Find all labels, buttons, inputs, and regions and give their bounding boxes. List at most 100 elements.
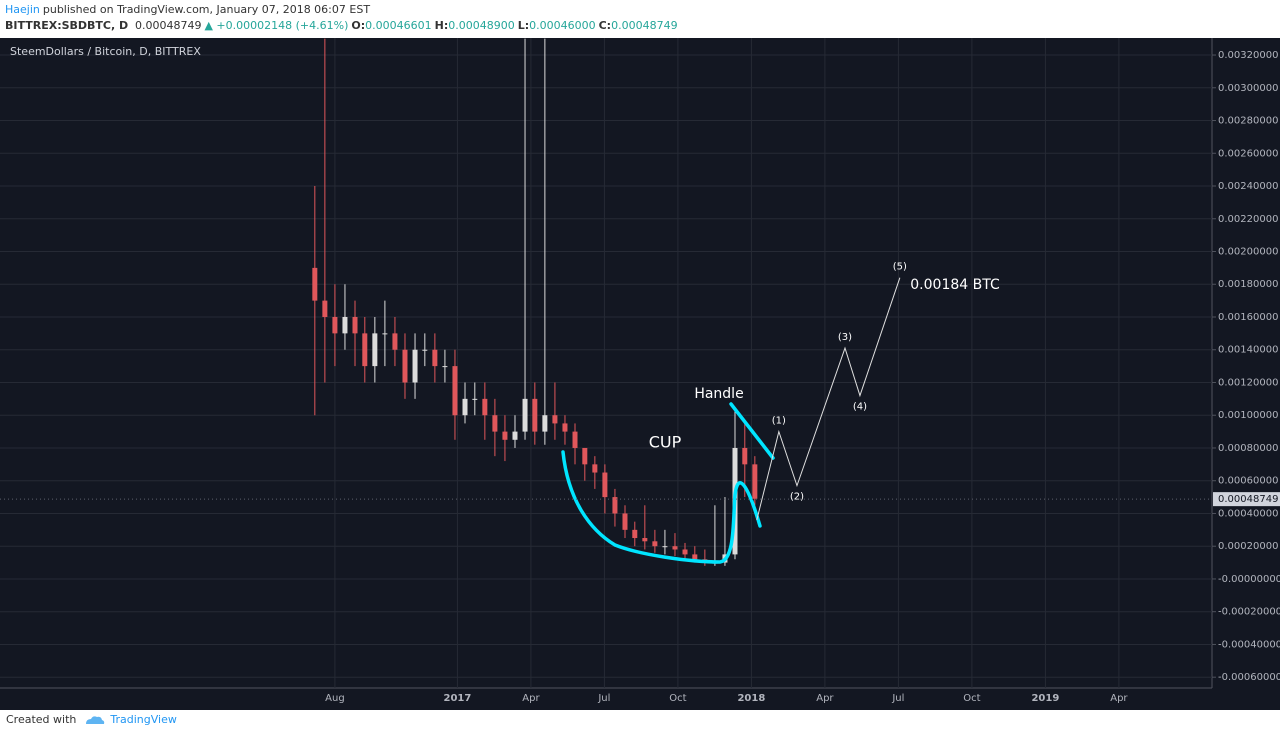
candle-body <box>742 447 748 465</box>
ohlc-label: O: <box>351 19 366 32</box>
y-tick-label: 0.00100000 <box>1218 410 1278 421</box>
candle-body <box>582 447 588 465</box>
price: 0.00048749 <box>134 19 202 32</box>
x-tick-label: Aug <box>325 693 345 704</box>
candle-body <box>512 431 518 440</box>
candle-body <box>432 349 438 367</box>
chart-title: SteemDollars / Bitcoin, D, BITTREX <box>10 45 201 58</box>
ohlc-label: C: <box>598 19 612 32</box>
x-tick-label: 2017 <box>443 693 471 704</box>
y-tick-label: 0.00080000 <box>1218 443 1278 454</box>
y-tick-label: 0.00180000 <box>1218 279 1278 290</box>
header: Haejin published on TradingView.com, Janu… <box>5 2 684 34</box>
candle-body <box>362 333 368 367</box>
publish-line: Haejin published on TradingView.com, Janu… <box>5 2 684 18</box>
wave-label: (4) <box>853 402 867 413</box>
candle-body <box>602 472 608 498</box>
y-tick-label: 0.00120000 <box>1218 377 1278 388</box>
background <box>0 38 1280 710</box>
x-tick-label: 2018 <box>737 693 765 704</box>
created-with: Created with <box>6 713 77 726</box>
candle-body <box>672 546 678 550</box>
candle-body <box>652 541 658 547</box>
y-tick-label: 0.00160000 <box>1218 312 1278 323</box>
logo[interactable] <box>84 714 106 726</box>
y-tick-label: 0.00320000 <box>1218 50 1278 61</box>
candle-body <box>532 398 538 432</box>
wave-path <box>756 277 901 521</box>
candle-body <box>422 349 428 351</box>
wave-label: (5) <box>893 262 907 273</box>
candles <box>312 38 758 566</box>
candle-body <box>592 464 598 473</box>
candle-body <box>322 300 328 317</box>
y-tick-label: -0.00040000 <box>1218 639 1280 650</box>
candle-body <box>502 431 508 440</box>
y-tick-label: -0.00000000 <box>1218 574 1280 585</box>
candle-body <box>632 529 638 539</box>
candle-body <box>462 398 468 416</box>
ohlc-value: 0.00046000 <box>529 19 596 32</box>
ohlc-label: L: <box>517 19 530 32</box>
y-tick-label: 0.00260000 <box>1218 148 1278 159</box>
annotation: Handle <box>694 386 743 402</box>
candle-body <box>682 549 688 555</box>
candle-body <box>402 349 408 383</box>
ohlc-value: 0.00048749 <box>611 19 678 32</box>
x-tick-label: 2019 <box>1031 693 1059 704</box>
candle-body <box>622 513 628 530</box>
grid <box>0 38 1212 688</box>
y-tick-label: 0.00220000 <box>1218 214 1278 225</box>
ohlc-value: 0.00048900 <box>448 19 515 32</box>
x-tick-label: Apr <box>816 693 834 704</box>
candle-body <box>482 398 488 416</box>
candle-body <box>312 267 318 301</box>
candle-body <box>662 546 668 548</box>
ohlc-label: H: <box>434 19 449 32</box>
y-tick-label: 0.00060000 <box>1218 476 1278 487</box>
y-tick-label: 0.00240000 <box>1218 181 1278 192</box>
candle-body <box>692 554 698 560</box>
symbol: BITTREX:SBDBTC, D <box>5 19 129 32</box>
candle-body <box>612 497 618 514</box>
last-price-tag <box>1213 492 1280 507</box>
candle-body <box>542 415 548 432</box>
cup-drawing <box>561 450 762 564</box>
y-tick-label: -0.00020000 <box>1218 607 1280 618</box>
x-tick-label: Oct <box>963 693 980 704</box>
x-tick-label: Jul <box>891 693 904 704</box>
symbol-line: BITTREX:SBDBTC, D 0.00048749 ▲ +0.0000214… <box>5 18 684 34</box>
y-tick-label: 0.00140000 <box>1218 345 1278 356</box>
brand[interactable]: TradingView <box>110 713 177 726</box>
candle-body <box>342 316 348 334</box>
handle-drawing <box>729 402 775 460</box>
candle-body <box>752 464 758 499</box>
y-tick-label: 0.00300000 <box>1218 83 1278 94</box>
x-tick-label: Apr <box>522 693 540 704</box>
footer: Created with TradingView <box>6 713 177 726</box>
candle-body <box>572 431 578 448</box>
candle-body <box>372 333 378 367</box>
chart: SteemDollars / Bitcoin, D, BITTREX 0.003… <box>0 38 1280 710</box>
candle-body <box>472 398 478 400</box>
candle-body <box>522 398 528 432</box>
last-price-label: 0.00048749 <box>1218 494 1278 505</box>
candle-body <box>552 415 558 424</box>
candle-body <box>442 366 448 368</box>
candle-body <box>492 415 498 432</box>
y-tick-label: 0.00020000 <box>1218 541 1278 552</box>
x-tick-label: Oct <box>669 693 686 704</box>
author[interactable]: Haejin <box>5 3 40 16</box>
y-tick-label: -0.00060000 <box>1218 672 1280 683</box>
candle-body <box>562 423 568 432</box>
change: ▲ +0.00002148 (+4.61%) <box>204 19 349 32</box>
candle-body <box>352 316 358 334</box>
candle-body <box>642 538 648 542</box>
y-tick-label: 0.00040000 <box>1218 508 1278 519</box>
candle-body <box>452 366 458 416</box>
ohlc: O:0.00046601 H:0.00048900 L:0.00046000 C:0.… <box>351 19 680 32</box>
annotation: CUP <box>649 433 682 452</box>
candle-body <box>382 333 388 335</box>
x-tick-label: Jul <box>597 693 610 704</box>
